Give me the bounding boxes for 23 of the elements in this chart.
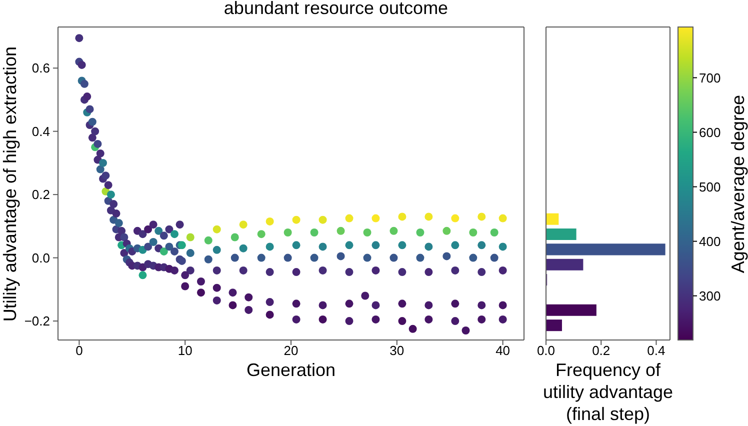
- x-tick-label: 40: [496, 343, 510, 358]
- x-axis-title: Frequency of utility advantage (final step): [542, 359, 674, 425]
- color-bar-label: 500: [699, 179, 721, 194]
- color-bar-label: 700: [699, 70, 721, 86]
- chart-title: abundant resource outcome: [222, 0, 450, 19]
- color-bar-label: 400: [699, 234, 721, 249]
- x-tick-label: 0: [76, 343, 83, 358]
- y-tick-label: −0.2: [24, 314, 50, 329]
- x-tick-label: 0.4: [647, 343, 666, 358]
- x-tick-label: 0.2: [592, 343, 610, 358]
- x-tick-label: 0.0: [536, 343, 556, 358]
- color-bar-title: Agent/average degree: [728, 94, 748, 273]
- y-tick-label: 0.4: [32, 124, 50, 139]
- y-axis-title: Utility advantage of high extraction: [0, 46, 20, 322]
- x-axis-title: Generation: [245, 359, 337, 381]
- y-tick-label: 0.6: [32, 60, 50, 76]
- x-tick-label: 20: [284, 343, 298, 358]
- y-tick-label: 0.2: [32, 187, 50, 202]
- x-tick-label: 10: [178, 343, 192, 358]
- x-tick-label: 30: [390, 343, 404, 358]
- color-bar-label: 600: [699, 124, 721, 140]
- color-bar-label: 300: [699, 288, 721, 304]
- y-tick-label: 0.0: [32, 250, 50, 266]
